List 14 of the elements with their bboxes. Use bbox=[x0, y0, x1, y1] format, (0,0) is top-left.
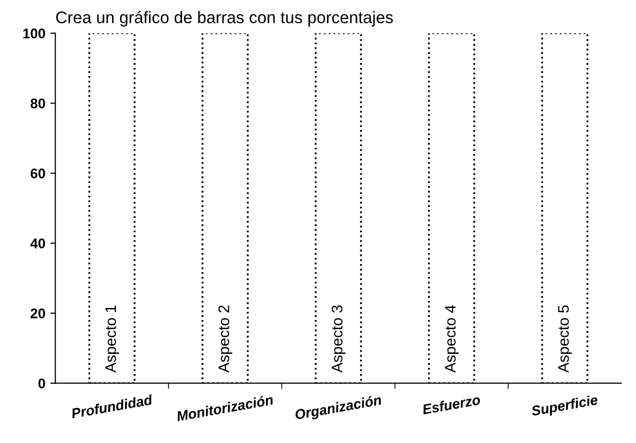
data-label: Aspecto 2 bbox=[218, 306, 232, 373]
y-tick-label: 80 bbox=[30, 98, 46, 108]
y-tick-label: 0 bbox=[38, 378, 46, 388]
data-label: Aspecto 3 bbox=[332, 305, 346, 373]
data-label: Aspecto 4 bbox=[445, 305, 459, 373]
data-label: Aspecto 1 bbox=[105, 305, 120, 373]
chart-title: Crea un gráfico de barras con tus porcentajes bbox=[56, 10, 393, 27]
x-tick-label: Esfuerzo bbox=[422, 394, 481, 414]
data-label: Aspecto 5 bbox=[558, 305, 572, 373]
y-tick-label: 100 bbox=[23, 28, 46, 38]
y-tick-label: 60 bbox=[30, 168, 46, 178]
y-tick-label: 20 bbox=[30, 308, 46, 318]
x-tick-label: Superficie bbox=[530, 394, 599, 419]
y-tick-label: 40 bbox=[30, 238, 46, 248]
